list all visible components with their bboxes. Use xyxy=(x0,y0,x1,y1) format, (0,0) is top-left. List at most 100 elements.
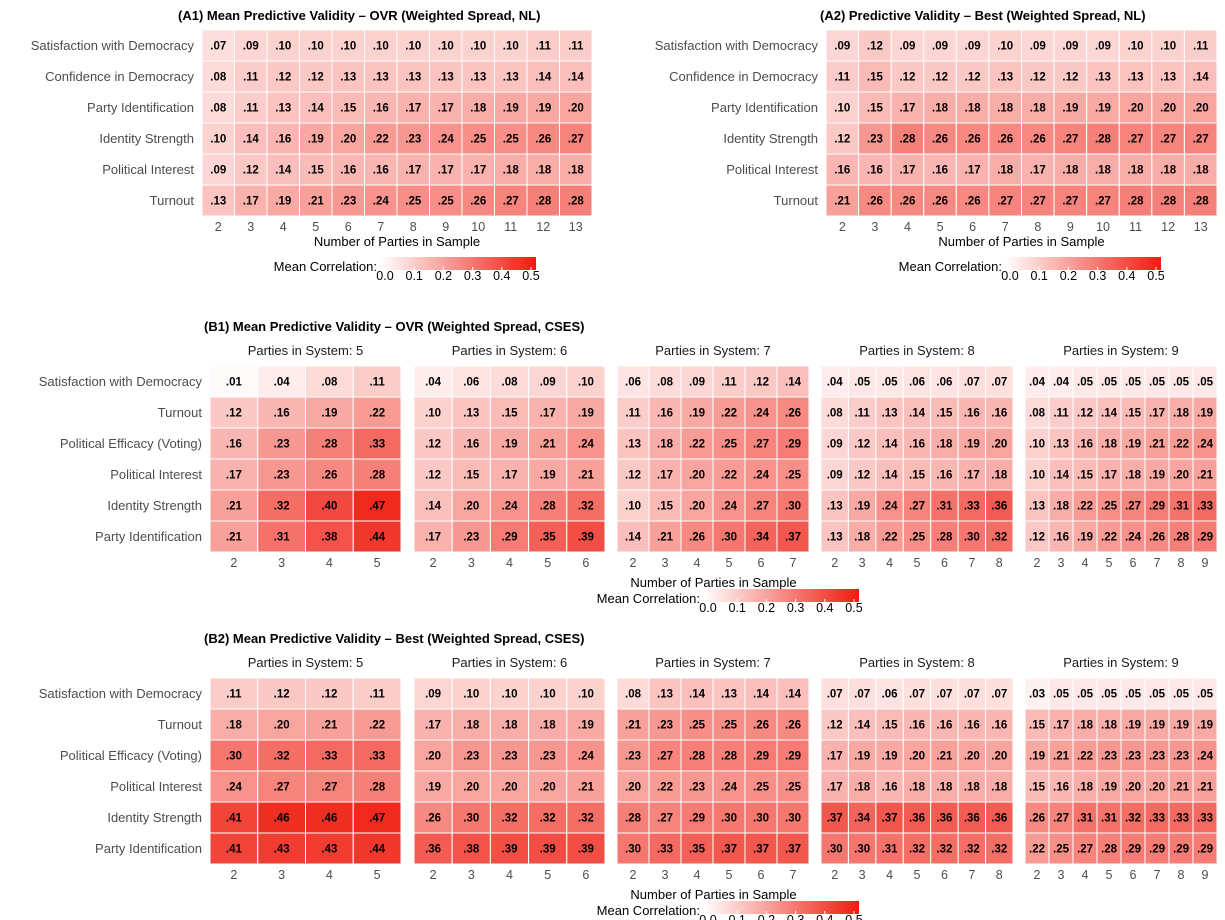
legend-tick-label: 0.3 xyxy=(464,269,481,283)
cell-value-label: .08 xyxy=(657,377,674,389)
cell-value-label: .19 xyxy=(540,470,556,482)
cell-value-label: .13 xyxy=(405,72,421,84)
cell-value-label: .11 xyxy=(1193,41,1209,53)
cell-value-label: .18 xyxy=(1053,501,1070,513)
cell-value-label: .19 xyxy=(1101,782,1117,794)
cell-value-label: .12 xyxy=(274,689,290,701)
cell-value-label: .24 xyxy=(226,782,243,794)
cell-value-label: .19 xyxy=(1062,103,1078,115)
cell-value-label: .14 xyxy=(882,470,899,482)
cell-value-label: .23 xyxy=(657,720,673,732)
cell-value-label: .32 xyxy=(274,501,290,513)
cell-value-label: .07 xyxy=(991,689,1007,701)
cell-value-label: .41 xyxy=(226,813,243,825)
cell-value-label: .12 xyxy=(867,41,883,53)
x-tick-label: 6 xyxy=(941,868,948,882)
x-tick-label: 6 xyxy=(758,556,765,570)
cell-value-label: .18 xyxy=(1077,720,1094,732)
x-tick-label: 13 xyxy=(569,220,583,234)
cell-value-label: .27 xyxy=(909,501,925,513)
cell-value-label: .27 xyxy=(753,439,769,451)
cell-value-label: .17 xyxy=(899,103,915,115)
cell-value-label: .24 xyxy=(1197,751,1214,763)
legend-tick-label: 0.2 xyxy=(435,269,452,283)
legend-tick-label: 0.5 xyxy=(522,269,539,283)
cell-value-label: .10 xyxy=(503,41,519,53)
cell-value-label: .05 xyxy=(1173,689,1190,701)
cell-value-label: .36 xyxy=(991,501,1007,513)
cell-value-label: .12 xyxy=(625,470,641,482)
cell-value-label: .35 xyxy=(689,844,706,856)
cell-value-label: .18 xyxy=(503,165,520,177)
cell-value-label: .08 xyxy=(502,377,519,389)
legend-tick-label: 0.2 xyxy=(1060,269,1077,283)
cell-value-label: .28 xyxy=(540,501,557,513)
cell-value-label: .30 xyxy=(785,501,801,513)
cell-value-label: .14 xyxy=(882,439,899,451)
cell-value-label: .20 xyxy=(274,720,290,732)
cell-value-label: .07 xyxy=(909,689,925,701)
cell-value-label: .17 xyxy=(425,532,441,544)
cell-value-label: .20 xyxy=(1128,103,1144,115)
heatmap-panel-2: (A2) Predictive Validity – Best (Weighte… xyxy=(655,8,1217,283)
cell-value-label: .11 xyxy=(1053,408,1069,420)
x-tick-label: 2 xyxy=(630,868,637,882)
cell-value-label: .12 xyxy=(827,720,843,732)
cell-value-label: .28 xyxy=(1160,196,1177,208)
cell-value-label: .26 xyxy=(1029,813,1045,825)
cell-value-label: .32 xyxy=(964,844,980,856)
cell-value-label: .17 xyxy=(827,751,843,763)
cell-value-label: .15 xyxy=(936,408,953,420)
cell-value-label: .37 xyxy=(882,813,898,825)
cell-value-label: .26 xyxy=(689,532,705,544)
cell-value-label: .26 xyxy=(1149,532,1165,544)
cell-value-label: .14 xyxy=(425,501,442,513)
cell-value-label: .12 xyxy=(308,72,324,84)
facet-3: Parties in System: 7.08.13.14.13.14.14.2… xyxy=(617,655,809,882)
cell-value-label: .26 xyxy=(997,134,1013,146)
cell-value-label: .28 xyxy=(369,782,386,794)
cell-value-label: .32 xyxy=(578,501,594,513)
row-label: Confidence in Democracy xyxy=(45,69,194,84)
cell-value-label: .30 xyxy=(854,844,870,856)
cell-value-label: .16 xyxy=(274,408,290,420)
x-tick-label: 5 xyxy=(1106,556,1113,570)
cell-value-label: .10 xyxy=(470,41,486,53)
cell-value-label: .23 xyxy=(540,751,556,763)
cell-value-label: .16 xyxy=(909,720,925,732)
x-tick-label: 3 xyxy=(871,220,878,234)
x-tick-label: 11 xyxy=(504,220,517,234)
x-tick-label: 12 xyxy=(536,220,550,234)
cell-value-label: .29 xyxy=(689,813,705,825)
x-tick-label: 6 xyxy=(345,220,352,234)
cell-value-label: .17 xyxy=(899,165,915,177)
cell-value-label: .09 xyxy=(827,470,843,482)
cell-value-label: .25 xyxy=(785,782,802,794)
cell-value-label: .05 xyxy=(1149,377,1166,389)
x-axis-label: Number of Parties in Sample xyxy=(938,234,1104,249)
cell-value-label: .27 xyxy=(1160,134,1176,146)
facet-5: Parties in System: 9.04.04.05.05.05.05.0… xyxy=(1025,343,1217,570)
cell-value-label: .21 xyxy=(578,782,595,794)
cell-value-label: .39 xyxy=(578,532,594,544)
cell-value-label: .29 xyxy=(502,532,518,544)
cell-value-label: .33 xyxy=(369,439,385,451)
cell-value-label: .23 xyxy=(463,751,479,763)
x-tick-label: 8 xyxy=(1178,556,1185,570)
cell-value-label: .19 xyxy=(964,439,980,451)
cell-value-label: .18 xyxy=(965,103,982,115)
x-tick-label: 4 xyxy=(886,868,893,882)
cell-value-label: .10 xyxy=(502,689,518,701)
x-tick-label: 4 xyxy=(886,556,893,570)
cell-value-label: .28 xyxy=(1173,532,1190,544)
x-tick-label: 5 xyxy=(914,868,921,882)
cell-value-label: .27 xyxy=(1077,844,1093,856)
cell-value-label: .05 xyxy=(1053,689,1070,701)
cell-value-label: .32 xyxy=(1125,813,1141,825)
cell-value-label: .14 xyxy=(535,72,552,84)
cell-value-label: .19 xyxy=(502,439,518,451)
cell-value-label: .14 xyxy=(909,408,926,420)
x-tick-label: 3 xyxy=(1058,556,1065,570)
cell-value-label: .22 xyxy=(1029,844,1045,856)
cell-value-label: .43 xyxy=(321,844,337,856)
